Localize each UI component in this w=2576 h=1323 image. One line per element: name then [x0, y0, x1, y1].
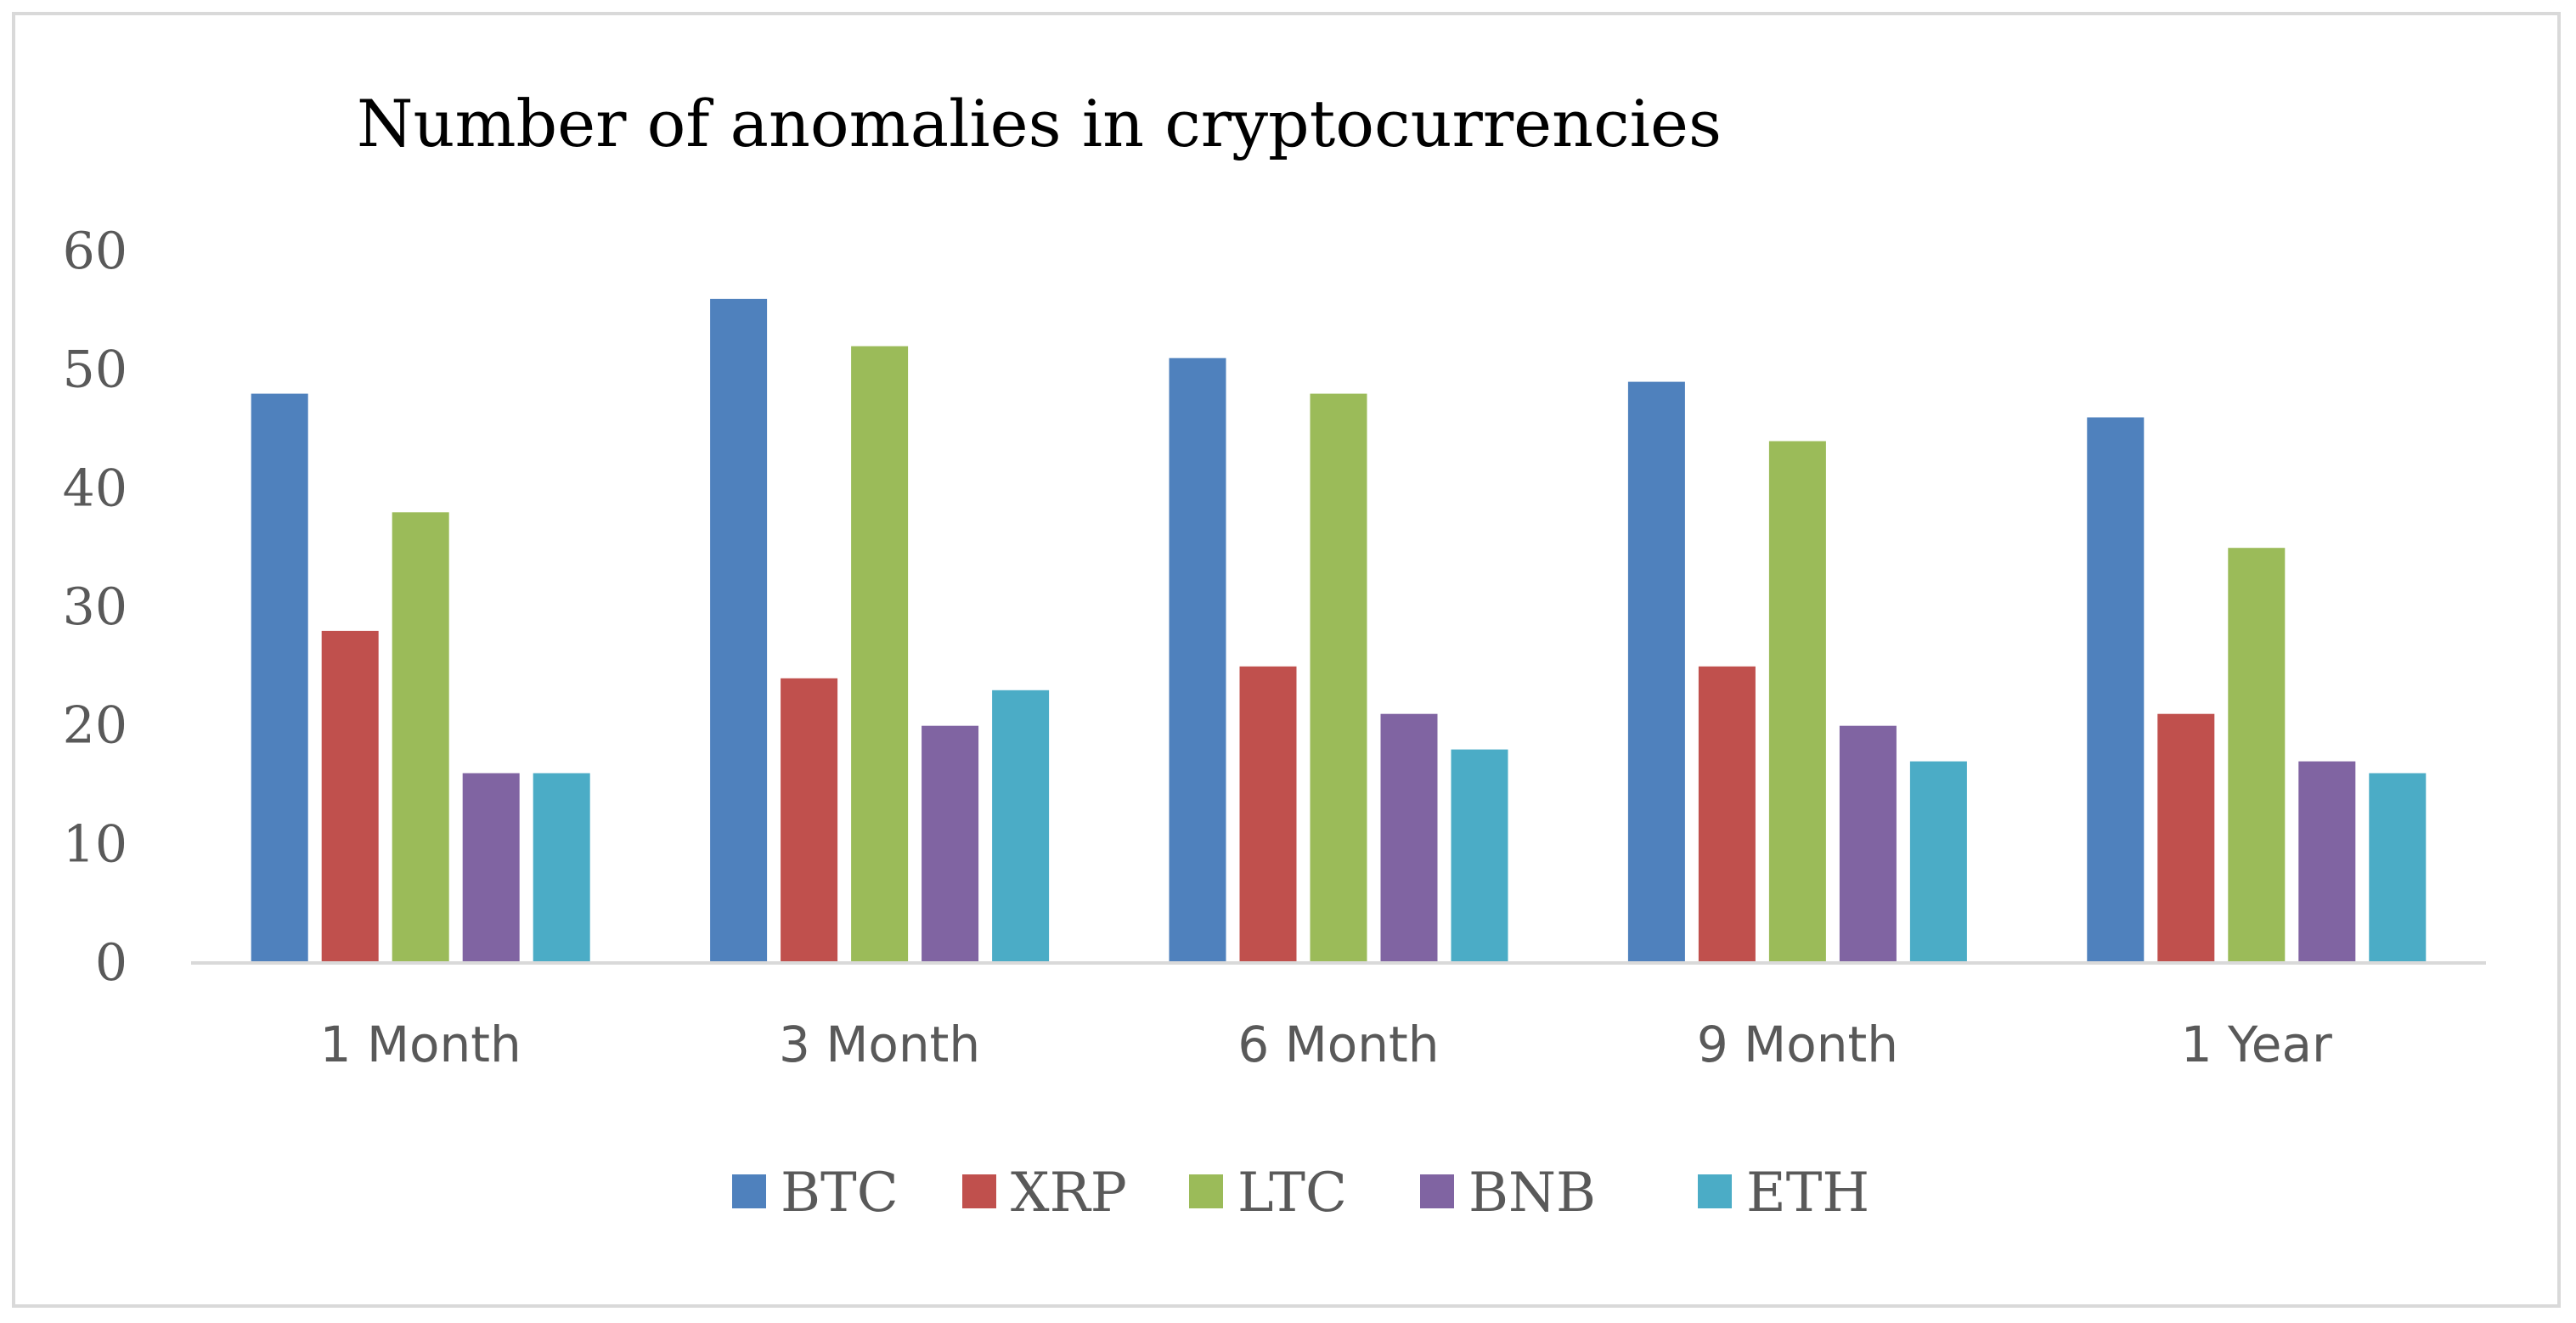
- x-tick-label: 9 Month: [1697, 1016, 1898, 1073]
- bar-bnb-1-year: [2298, 761, 2356, 963]
- bar-eth-1-month: [533, 773, 590, 963]
- bar-bnb-3-month: [922, 725, 979, 963]
- bar-ltc-1-month: [392, 512, 449, 963]
- legend-label: BNB: [1468, 1162, 1596, 1224]
- bars-group: [251, 298, 2427, 964]
- bar-xrp-1-month: [321, 630, 379, 963]
- chart-title: Number of anomalies in cryptocurrencies: [357, 86, 1722, 161]
- legend-swatch: [1698, 1174, 1732, 1208]
- legend: BTC XRP LTC BNB ETH: [732, 1162, 1869, 1224]
- bar-btc-6-month: [1169, 357, 1226, 963]
- bar-ltc-3-month: [851, 346, 909, 963]
- bar-ltc-9-month: [1768, 441, 1826, 963]
- legend-item-bnb: BNB: [1420, 1162, 1596, 1224]
- bar-btc-1-month: [251, 393, 308, 964]
- y-tick-label: 20: [63, 696, 127, 756]
- bar-bnb-6-month: [1380, 713, 1438, 963]
- bar-bnb-9-month: [1839, 725, 1897, 963]
- x-axis-ticks: 1 Month 3 Month 6 Month 9 Month 1 Year: [320, 1016, 2332, 1073]
- legend-item-ltc: LTC: [1189, 1162, 1347, 1224]
- y-tick-label: 30: [63, 577, 127, 637]
- legend-swatch: [732, 1174, 766, 1208]
- y-tick-label: 40: [63, 459, 127, 518]
- bar-xrp-9-month: [1698, 666, 1756, 963]
- bar-eth-6-month: [1451, 749, 1508, 963]
- bar-btc-1-year: [2087, 417, 2145, 963]
- bar-xrp-1-year: [2157, 713, 2215, 963]
- bar-btc-9-month: [1627, 381, 1685, 964]
- y-tick-label: 0: [95, 933, 127, 993]
- legend-label: XRP: [1011, 1162, 1127, 1224]
- legend-label: BTC: [781, 1162, 899, 1224]
- bar-xrp-3-month: [781, 678, 838, 963]
- legend-item-btc: BTC: [732, 1162, 899, 1224]
- x-tick-label: 1 Month: [320, 1016, 521, 1073]
- bar-btc-3-month: [710, 298, 768, 963]
- bar-ltc-6-month: [1310, 393, 1367, 964]
- legend-swatch: [1189, 1174, 1223, 1208]
- legend-item-xrp: XRP: [962, 1162, 1127, 1224]
- y-tick-label: 10: [63, 814, 127, 874]
- y-axis-ticks: 0 10 20 30 40 50 60: [63, 222, 127, 993]
- x-tick-label: 1 Year: [2181, 1016, 2332, 1073]
- bar-eth-9-month: [1909, 761, 1967, 963]
- legend-swatch: [962, 1174, 996, 1208]
- x-tick-label: 6 Month: [1237, 1016, 1439, 1073]
- x-tick-label: 3 Month: [779, 1016, 980, 1073]
- legend-label: LTC: [1237, 1162, 1347, 1224]
- bar-eth-1-year: [2369, 773, 2427, 963]
- legend-swatch: [1420, 1174, 1454, 1208]
- bar-eth-3-month: [992, 690, 1050, 963]
- legend-item-eth: ETH: [1698, 1162, 1869, 1224]
- bar-ltc-1-year: [2228, 548, 2286, 963]
- bar-xrp-6-month: [1239, 666, 1297, 963]
- bar-bnb-1-month: [462, 773, 520, 963]
- y-tick-label: 50: [63, 341, 127, 400]
- legend-label: ETH: [1746, 1162, 1869, 1224]
- y-tick-label: 60: [63, 222, 127, 281]
